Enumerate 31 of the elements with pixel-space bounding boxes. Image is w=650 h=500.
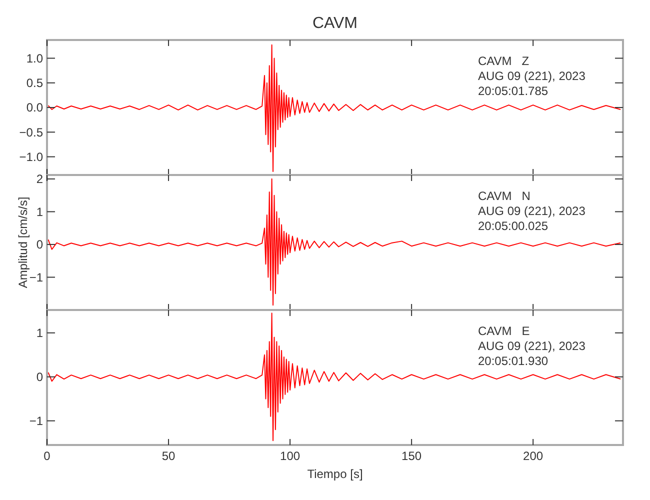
x-tick-label: 50	[162, 449, 176, 463]
y-tick-label: −0.5	[19, 125, 44, 140]
x-tick-label: 150	[402, 449, 422, 463]
line-series	[48, 44, 622, 172]
annotation: 20:05:01.930	[478, 354, 548, 368]
annotation: CAVM N	[478, 189, 530, 203]
y-tick-label: 1	[36, 204, 44, 219]
annotation: AUG 09 (221), 2023	[478, 204, 586, 218]
y-tick-label: 2	[36, 172, 44, 186]
annotation: 20:05:00.025	[478, 219, 548, 233]
y-tick-label: −1.0	[19, 150, 44, 164]
line-series	[48, 178, 622, 306]
annotation: CAVM E	[478, 324, 530, 338]
y-tick-label: 0	[36, 370, 44, 384]
x-tick-label: 200	[523, 449, 544, 463]
x-tick-label: 100	[280, 449, 300, 463]
annotation: 20:05:01.785	[478, 84, 548, 98]
y-tick-label: −1	[29, 270, 44, 284]
line-series	[48, 312, 622, 442]
annotation: AUG 09 (221), 2023	[478, 339, 586, 353]
annotation: CAVM Z	[478, 54, 530, 68]
x-axis-title: Tiempo [s]	[307, 467, 363, 481]
y-tick-label: 0.5	[26, 76, 44, 90]
y-tick-label: 0	[36, 238, 44, 252]
y-tick-label: −1	[29, 414, 44, 428]
y-axis-title: Amplitud [cm/s/s]	[16, 196, 30, 288]
y-tick-label: 1.0	[26, 51, 44, 66]
annotation: AUG 09 (221), 2023	[478, 69, 586, 83]
y-tick-label: 0.0	[26, 100, 44, 115]
y-tick-label: 1	[36, 326, 44, 340]
chart-title: CAVM	[312, 15, 358, 32]
